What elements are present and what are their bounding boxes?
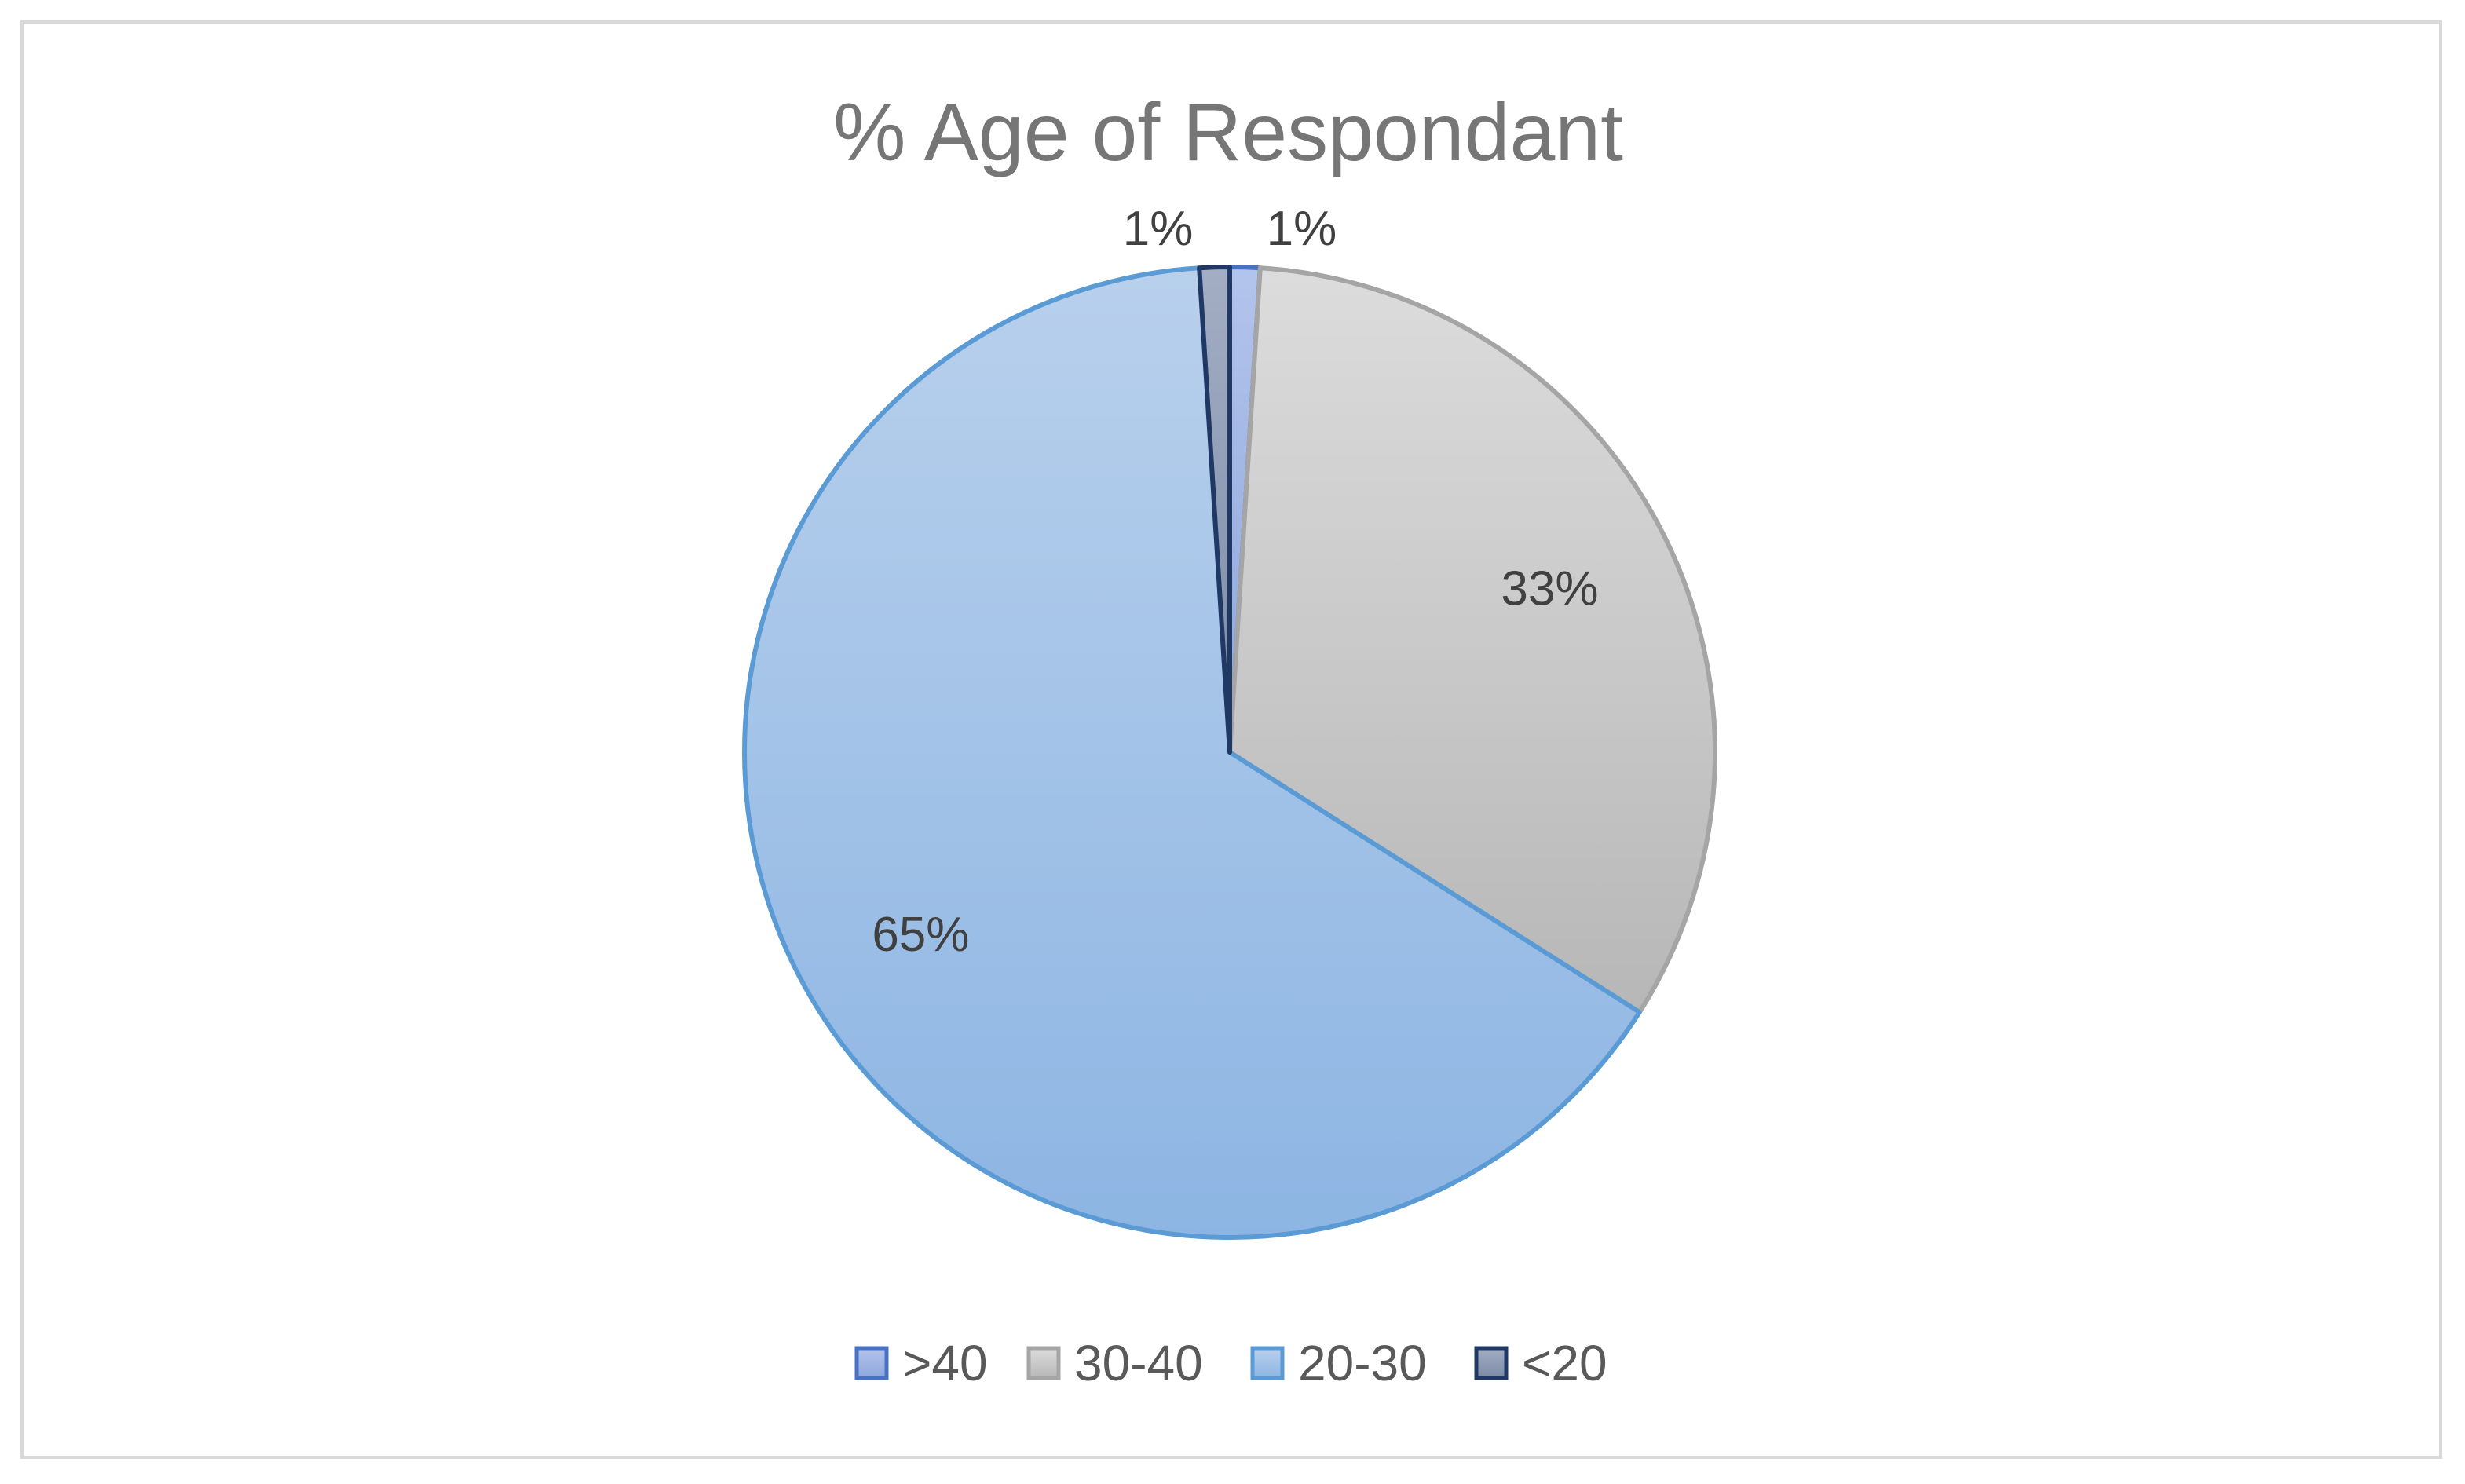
legend-key-30-40 [1026, 1346, 1061, 1380]
pie-slice-lt20 [1197, 265, 1232, 755]
pie-slice-20-30 [741, 265, 1642, 1240]
legend-key-20-30 [1250, 1346, 1285, 1380]
pie-slice-30-40 [1227, 265, 1717, 1015]
legend-label-20-30: 20-30 [1298, 1335, 1427, 1391]
legend-label-lt20: <20 [1522, 1335, 1607, 1391]
data-label-20-30: 65% [872, 908, 969, 962]
legend-key-lt20 [1474, 1346, 1509, 1380]
data-label-lt20: 1% [1123, 202, 1194, 256]
chart-title: % Age of Respondant [833, 87, 1623, 178]
legend: >40 30-40 20-30 <20 [854, 1335, 1607, 1391]
legend-label-gt40: >40 [902, 1335, 988, 1391]
legend-key-gt40 [854, 1346, 889, 1380]
pie-slices [741, 265, 1717, 1240]
data-labels: 1% 33% 65% 1% [872, 202, 1598, 962]
legend-label-30-40: 30-40 [1074, 1335, 1203, 1391]
data-label-30-40: 33% [1501, 561, 1598, 616]
data-label-gt40: 1% [1267, 202, 1337, 256]
